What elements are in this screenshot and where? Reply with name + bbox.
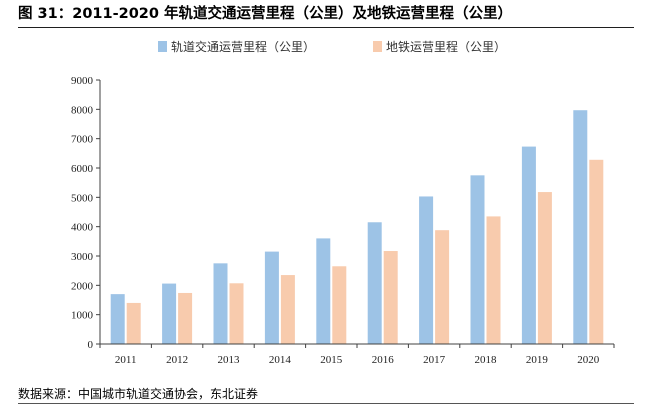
legend-label-series-2: 地铁运营里程（公里） [386,39,506,54]
y-tick-label: 3000 [71,251,94,263]
bar-series-1-2019 [521,146,536,344]
y-tick-label: 0 [88,339,94,351]
bar-series-1-2018 [470,175,485,344]
y-tick-label: 4000 [71,222,94,234]
source-note: 数据来源：中国城市轨道交通协会，东北证券 [18,387,259,401]
x-tick-label: 2013 [218,354,241,366]
x-tick-label: 2018 [475,354,498,366]
legend-label-series-1: 轨道交通运营里程（公里） [171,39,315,54]
bar-series-1-2020 [573,110,588,344]
title-rule [18,27,634,28]
bar-series-1-2015 [316,238,331,344]
bar-series-1-2012 [162,283,177,344]
bar-series-2-2014 [280,275,295,344]
x-tick-label: 2017 [423,354,446,366]
x-tick-label: 2011 [115,354,137,366]
x-axis: 2011 2012 2013 2014 2015 2016 2017 2018 2019 2020 [99,343,615,366]
bar-series-2-2012 [178,292,193,344]
legend: 轨道交通运营里程（公里） 地铁运营里程（公里） [158,39,506,54]
bar-series-2-2015 [332,266,347,344]
bar-series-2-2019 [537,192,552,344]
bar-series-2-2017 [435,230,450,344]
bar-series-1-2016 [367,222,382,344]
bar-series-2-2018 [486,216,501,344]
y-tick-label: 9000 [71,75,94,87]
bar-chart: 轨道交通运营里程（公里） 地铁运营里程（公里） 0 1000 2000 3000 400… [71,39,615,366]
legend-swatch-series-1 [158,41,167,52]
bottom-rule [18,403,634,404]
x-tick-label: 2012 [166,354,188,366]
bar-series-1-2013 [213,263,228,344]
figure-title: 图 31：2011-2020 年轨道交通运营里程（公里）及地铁运营里程（公里） [18,6,513,22]
x-tick-label: 2014 [269,354,292,366]
x-tick-label: 2016 [372,354,395,366]
y-tick-label: 5000 [71,192,94,204]
bar-series-2-2011 [126,302,141,344]
y-tick-label: 8000 [71,104,94,116]
bars [110,110,604,344]
bar-series-2-2020 [589,159,604,344]
x-tick-label: 2020 [577,354,600,366]
y-tick-label: 1000 [71,310,94,322]
bar-series-1-2014 [264,251,279,344]
x-tick-label: 2019 [526,354,549,366]
x-tick-label: 2015 [320,354,343,366]
y-tick-label: 2000 [71,280,94,292]
legend-swatch-series-2 [373,41,382,52]
bar-series-1-2011 [110,294,125,344]
y-axis: 0 1000 2000 3000 4000 5000 6000 7000 8000 9000 [71,75,101,351]
bar-series-2-2013 [229,283,244,344]
y-tick-label: 7000 [71,134,94,146]
bar-series-1-2017 [419,196,434,344]
bar-series-2-2016 [383,251,398,344]
y-tick-label: 6000 [71,163,94,175]
